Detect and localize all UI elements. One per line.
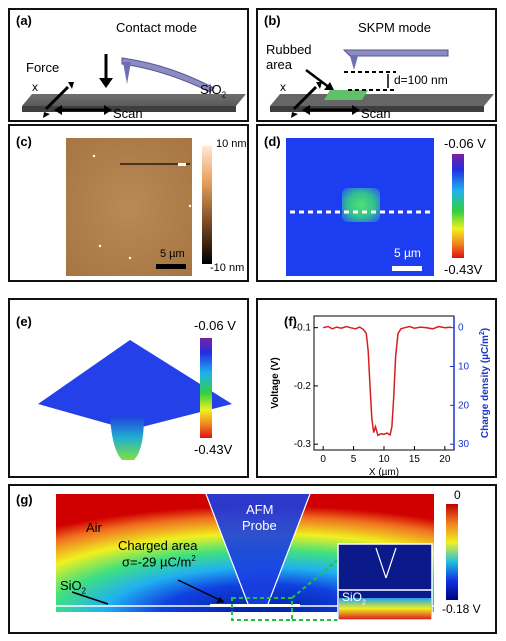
colorbar-min: -0.43V [194,442,233,457]
afm-probe [206,494,310,604]
zoom-box [231,597,293,621]
colorbar-max: -0.06 V [194,318,236,333]
inset-substrate-label: SiO2 [342,590,366,607]
rubbed-label: Rubbed [266,42,312,57]
probe-label-1: AFM [246,502,274,517]
y-right-tick-label: 10 [458,361,470,372]
scan-label: Scan [113,106,143,121]
panel-b: (b) SKPM mode Rubbed area d=100 nm x y S… [256,8,497,122]
panel-label: (a) [16,13,32,28]
panel-c: (c) 10 nm -10 nm 5 µm [8,124,249,282]
y-tick-label: -0.1 [294,323,312,334]
rubbed-area [324,90,368,100]
panel-label: (c) [16,134,32,149]
y-tick-label: -0.2 [294,381,312,392]
charged-area-label: Charged area [118,538,198,553]
x-label: x [32,80,38,94]
topography-map [66,138,212,276]
substrate-label: SiO2 [200,82,227,100]
y-axis-label: Voltage (V) [270,357,281,408]
3d-potential-surface [38,338,232,460]
panel-label: (e) [16,314,32,329]
voltage-profile-line [322,325,452,437]
colorbar-min: -0.18 V [442,602,481,616]
force-label: Force [26,60,60,75]
y-label: y [300,116,306,120]
colorbar-min: -0.43V [444,262,483,277]
scale-bar [156,264,186,269]
scalebar-label: 5 µm [394,246,421,260]
scalebar-label: 5 µm [160,248,185,260]
rubbed-arrow [305,69,331,89]
cantilever [121,57,215,93]
panel-label: (f) [284,314,297,329]
panel-e: (e) -0.06 V -0.43V [8,298,249,478]
charged-spot [342,188,380,222]
x-label: x [280,80,286,94]
contact-mode-illustration [22,54,246,118]
charged-area [210,604,300,607]
scan-label: Scan [361,106,391,121]
colorbar-max: -0.06 V [444,136,486,151]
topography-image [66,138,192,276]
panel-label: (g) [16,492,33,507]
substrate-label: SiO2 [60,578,87,596]
surface-plane [38,340,232,430]
panel-title: Contact mode [116,20,197,35]
colorbar [452,154,464,258]
x-axis-label: X (µm) [369,467,399,478]
panel-title: SKPM mode [358,20,431,35]
panel-label: (b) [264,13,281,28]
x-tick-label: 5 [351,454,357,465]
probe-tip [350,56,358,70]
colorbar-max: 0 [454,488,461,502]
line-profile-chart: 0 5 10 15 20 -0.1 -0.2 -0.3 0 10 20 30 X (µm) Voltage… [270,315,491,478]
y-right-tick-label: 20 [458,400,470,411]
charge-density-label: σ=-29 µC/m2 [122,554,196,570]
x-tick-label: 15 [409,454,421,465]
air-label: Air [86,520,102,535]
inset-substrate [339,598,431,619]
colorbar [446,504,458,600]
colorbar-max: 10 nm [216,138,247,150]
x-tick-label: 20 [439,454,451,465]
colorbar [200,338,212,438]
y-right-axis-label: Charge density (µC/m2) [479,328,491,438]
y-label: y [52,116,58,120]
probe-tip [123,62,131,84]
panel-d: (d) -0.06 V -0.43V 5 µm [256,124,497,282]
y-right-tick-label: 0 [458,323,464,334]
cantilever [342,49,449,57]
area-label: area [266,57,293,72]
panel-a: (a) Contact mode Force x y Scan SiO2 [8,8,249,122]
x-axis-arrow [292,85,318,111]
panel-g: (g) Air AFM Probe Charged area σ=-29 µC/… [8,484,497,634]
surface-peak [110,416,144,460]
colorbar-min: -10 nm [210,262,245,274]
probe-label-2: Probe [242,518,277,533]
plot-frame [313,315,455,451]
scale-bar [392,266,422,271]
y-tick-label: -0.3 [294,439,312,450]
substrate-slab [22,94,246,106]
colorbar [202,146,212,264]
potential-simulation [56,493,458,621]
x-axis-arrow [44,85,70,111]
x-tick-label: 10 [378,454,390,465]
distance-label: d=100 nm [394,73,448,87]
panel-label: (d) [264,134,281,149]
skpm-mode-illustration [270,49,494,118]
surface-potential-map [286,138,464,276]
panel-f: 0 5 10 15 20 -0.1 -0.2 -0.3 0 10 20 30 X (µm) Voltage… [256,298,497,478]
y-right-tick-label: 30 [458,439,470,450]
x-tick-label: 0 [320,454,326,465]
